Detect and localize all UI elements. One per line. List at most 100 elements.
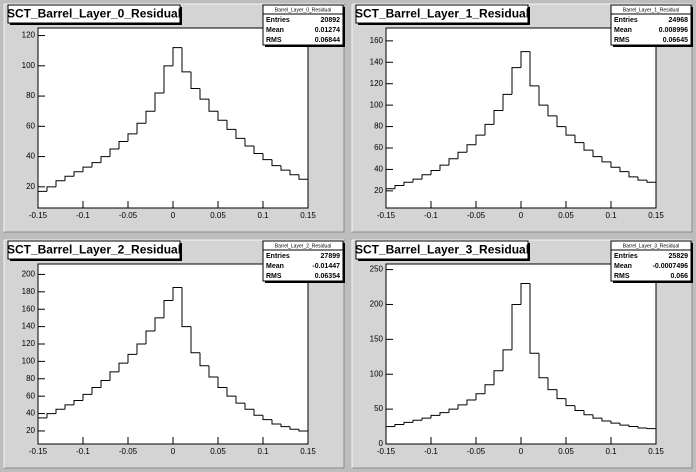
title-box xyxy=(7,240,181,260)
stats-value: -0.0007496 xyxy=(653,263,689,270)
histogram-bin xyxy=(484,384,494,394)
histogram-bin xyxy=(46,413,56,418)
stats-label: RMS xyxy=(614,273,630,280)
histogram-bin xyxy=(289,426,299,430)
histogram-bin xyxy=(601,418,611,422)
x-tick-label: -0.1 xyxy=(424,211,438,220)
stats-value: 25829 xyxy=(669,253,689,260)
x-tick-label: 0 xyxy=(171,447,176,456)
y-tick-label: 120 xyxy=(370,79,384,88)
title-box xyxy=(7,4,181,24)
histogram-bin xyxy=(493,370,503,385)
histogram-bin xyxy=(403,181,413,186)
x-tick-label: -0.1 xyxy=(424,447,438,456)
histogram-bin xyxy=(466,144,476,153)
stats-value: 0.008996 xyxy=(659,27,688,34)
title-box xyxy=(355,4,529,24)
x-tick-label: -0.15 xyxy=(29,447,48,456)
y-tick-label: 0 xyxy=(379,439,384,448)
histogram-bin xyxy=(394,185,404,189)
histogram-bin xyxy=(73,171,83,177)
histogram-bin xyxy=(280,424,290,428)
histogram-bin xyxy=(592,414,602,419)
histogram-bin xyxy=(181,47,191,73)
histogram-bin xyxy=(289,170,299,176)
y-tick-label: 60 xyxy=(374,143,383,152)
histogram-bin xyxy=(118,362,128,372)
histogram-bin xyxy=(547,377,557,391)
y-tick-label: 20 xyxy=(26,182,35,191)
x-tick-label: -0.05 xyxy=(119,211,138,220)
histogram-bin xyxy=(502,93,512,111)
chart-title: SCT_Barrel_Layer_2_Residual xyxy=(7,243,181,257)
histogram-bin xyxy=(628,171,638,178)
y-tick-label: 120 xyxy=(22,339,36,348)
stats-value: 24968 xyxy=(669,17,689,24)
stats-value: 0.066 xyxy=(670,273,688,280)
histogram-bin xyxy=(100,156,110,163)
x-tick-label: 0 xyxy=(519,447,524,456)
y-tick-label: 160 xyxy=(22,304,36,313)
histogram-bin xyxy=(199,352,209,367)
histogram-bin xyxy=(412,178,422,183)
x-tick-label: 0.15 xyxy=(300,211,316,220)
histogram-bin xyxy=(82,393,92,401)
stats-label: RMS xyxy=(266,37,282,44)
histogram-bin xyxy=(547,105,557,117)
histogram-bin xyxy=(298,174,308,180)
y-tick-label: 60 xyxy=(26,121,35,130)
x-tick-label: 0.15 xyxy=(648,447,664,456)
x-tick-label: -0.05 xyxy=(119,447,138,456)
histogram-bin xyxy=(253,145,263,155)
x-tick-label: 0.1 xyxy=(605,447,617,456)
histogram-bin xyxy=(100,380,110,388)
y-tick-label: 180 xyxy=(22,287,36,296)
histogram-bin xyxy=(226,120,236,130)
histogram-bin xyxy=(412,419,422,423)
histogram-bin xyxy=(217,111,227,121)
histogram-bin xyxy=(154,92,164,112)
histogram-bin xyxy=(430,414,440,419)
histogram-bin xyxy=(592,150,602,158)
y-tick-label: 150 xyxy=(370,334,384,343)
histogram-bin xyxy=(262,415,272,421)
histogram-bin xyxy=(511,67,521,95)
chart-title: SCT_Barrel_Layer_0_Residual xyxy=(7,7,181,21)
histogram-bin xyxy=(628,425,638,428)
histogram-bin xyxy=(226,387,236,397)
histogram-bin xyxy=(484,123,494,136)
y-tick-label: 200 xyxy=(22,270,36,279)
histogram-bin xyxy=(538,85,548,106)
x-tick-label: 0.1 xyxy=(257,211,269,220)
histogram-bin xyxy=(637,176,647,181)
y-tick-label: 100 xyxy=(22,357,36,366)
stats-label: Entries xyxy=(614,253,638,260)
stats-value: 20892 xyxy=(321,17,341,24)
histogram-bin xyxy=(244,403,254,410)
y-tick-label: 40 xyxy=(26,152,35,161)
histogram-bin xyxy=(118,140,128,150)
histogram-bin xyxy=(109,371,119,381)
histogram-bin xyxy=(556,389,566,400)
histogram-bin xyxy=(154,317,164,331)
stats-label: Entries xyxy=(614,17,638,24)
histogram-bin xyxy=(91,386,101,395)
histogram-bin xyxy=(583,410,593,416)
histogram-bin xyxy=(637,426,647,429)
histogram-bin xyxy=(262,153,272,161)
x-tick-label: 0.05 xyxy=(210,447,226,456)
stats-title: Barrel_Layer_1_Residual xyxy=(623,7,679,13)
x-tick-label: 0.05 xyxy=(210,211,226,220)
histogram-bin xyxy=(511,303,521,350)
histogram-bin xyxy=(136,343,146,355)
chart-title: SCT_Barrel_Layer_1_Residual xyxy=(355,7,529,21)
histogram-bin xyxy=(190,326,200,354)
stats-value: 27899 xyxy=(321,253,341,260)
x-tick-label: -0.15 xyxy=(377,447,396,456)
stats-title: Barrel_Layer_3_Residual xyxy=(623,243,679,249)
y-tick-label: 100 xyxy=(22,61,36,70)
plot-frame xyxy=(37,27,309,209)
histogram-bin xyxy=(127,353,137,364)
histogram-bin xyxy=(601,156,611,163)
